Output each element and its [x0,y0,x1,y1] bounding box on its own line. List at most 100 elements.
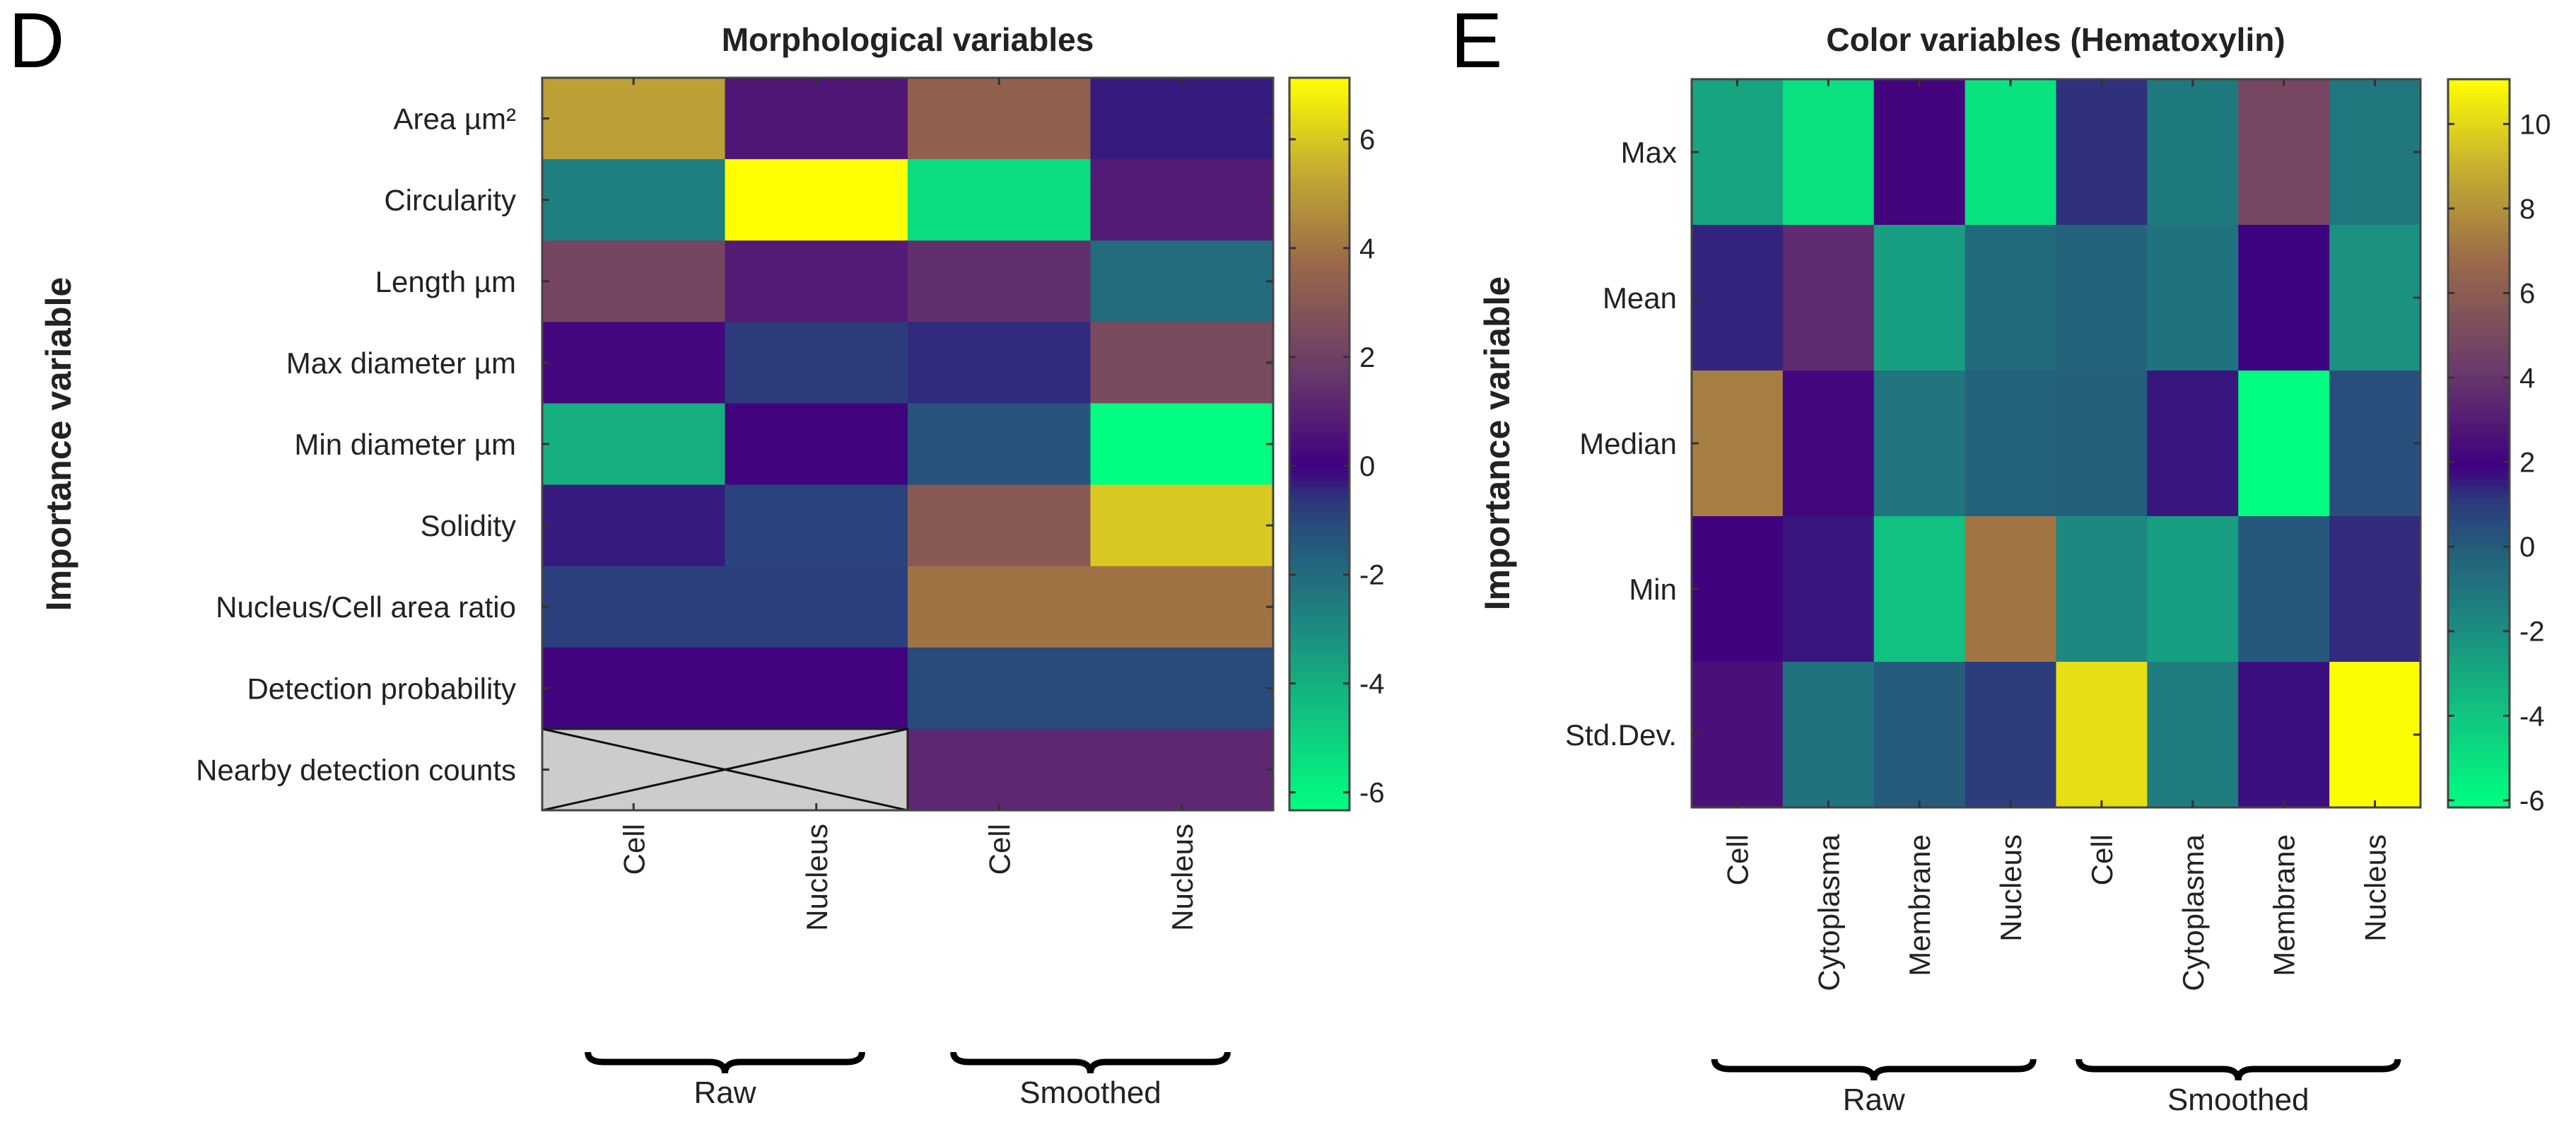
colorbar-segment [2448,479,2510,487]
colorbar-segment [1289,658,1350,665]
column-label: Nucleus [2359,834,2392,942]
heatmap-cell [2056,516,2148,663]
colorbar-segment [1289,737,1350,745]
heatmap-cell [908,484,1091,567]
heatmap-cell [2329,79,2421,226]
heatmap-cell [1873,370,1966,517]
colorbar-segment [2448,722,2510,730]
heatmap-cell [542,403,725,486]
colorbar-segment [1289,90,1350,97]
colorbar-segment [2448,735,2510,742]
colorbar-tick-label: 2 [2519,448,2535,479]
colorbar-segment [2448,686,2510,693]
colorbar-segment [1289,120,1350,128]
column-label: Cytoplasma [2177,834,2210,991]
heatmap-cell [1692,662,1784,808]
column-label: Cell [2085,834,2119,885]
colorbar-segment [2448,674,2510,681]
heatmap-cell [542,566,725,648]
y-axis-label: Importance variable [39,277,78,611]
colorbar-segment [1289,407,1350,414]
heatmap-cell [725,322,908,404]
colorbar-segment [2448,491,2510,499]
colorbar-segment [2448,589,2510,596]
chart-title: Color variables (Hematoxylin) [1826,21,2285,58]
heatmap-cell [542,159,725,241]
colorbar-segment [1289,700,1350,708]
colorbar-segment [1289,206,1350,213]
colorbar-segment [2448,698,2510,706]
heatmap-cell [1090,322,1274,404]
colorbar-segment [1289,566,1350,573]
colorbar-segment [1289,774,1350,781]
row-label: Max diameter µm [286,346,516,380]
colorbar-segment [2448,625,2510,633]
colorbar-segment [2448,164,2510,171]
colorbar-segment [2448,322,2510,329]
heatmap-cell [1090,484,1274,567]
row-label: Circularity [384,184,516,217]
colorbar-segment [1289,602,1350,610]
colorbar-segment [2448,510,2510,517]
colorbar-segment [1289,211,1350,219]
colorbar-segment [2448,182,2510,189]
colorbar-segment [2448,346,2510,354]
colorbar-segment [1289,529,1350,537]
colorbar-segment [1289,596,1350,604]
colorbar-segment [1289,218,1350,226]
heatmap-cell [1965,225,2056,371]
heatmap-cell [2238,516,2330,663]
colorbar-segment [2448,188,2510,196]
group-label: Raw [693,1075,756,1110]
heatmap-cell [1965,662,2056,808]
heatmap-cell [1692,225,1784,371]
colorbar-segment [2448,243,2510,250]
colorbar-segment [2448,795,2510,803]
colorbar-segment [1289,523,1350,530]
colorbar-segment [2448,388,2510,396]
colorbar-segment [1289,438,1350,445]
row-label: Max [1621,136,1677,169]
colorbar-segment [2448,194,2510,202]
colorbar-segment [1289,144,1350,152]
colorbar-segment [1289,621,1350,628]
colorbar-segment [1289,614,1350,622]
colorbar-segment [2448,419,2510,426]
colorbar-segment [2448,200,2510,208]
colorbar-segment [2448,139,2510,147]
colorbar-segment [2448,303,2510,311]
heatmap-cell [725,240,908,322]
colorbar-segment [2448,425,2510,432]
colorbar-segment [1289,486,1350,494]
colorbar-tick-label: -4 [2519,701,2545,732]
colorbar-segment [1289,169,1350,177]
colorbar-segment [1289,761,1350,769]
heatmap-cell [1090,728,1274,811]
colorbar-segment [1289,431,1350,439]
colorbar-tick-label: 0 [1359,451,1375,482]
heatmap-cell [2056,225,2148,371]
colorbar-segment [2448,315,2510,323]
colorbar-segment [2448,237,2510,244]
column-label: Cell [983,824,1016,875]
colorbar-segment [1289,510,1350,518]
colorbar-segment [2448,413,2510,420]
colorbar-segment [2448,643,2510,650]
heatmap-cell [2329,225,2421,371]
heatmap-cell [1090,647,1274,730]
colorbar-segment [1289,786,1350,793]
colorbar-segment [1289,389,1350,396]
colorbar-segment [2448,728,2510,735]
colorbar-segment [1289,505,1350,512]
colorbar-segment [2448,607,2510,614]
heatmap-cell [542,322,725,404]
colorbar-segment [2448,395,2510,402]
heatmap-cell [1873,662,1966,808]
colorbar-segment [2448,134,2510,141]
colorbar-segment [1289,377,1350,384]
colorbar-segment [2448,400,2510,408]
colorbar-segment [1289,346,1350,354]
heatmap-cell [725,484,908,567]
panel-d-morphological: D Morphological variables Importance varia… [8,0,1385,1110]
